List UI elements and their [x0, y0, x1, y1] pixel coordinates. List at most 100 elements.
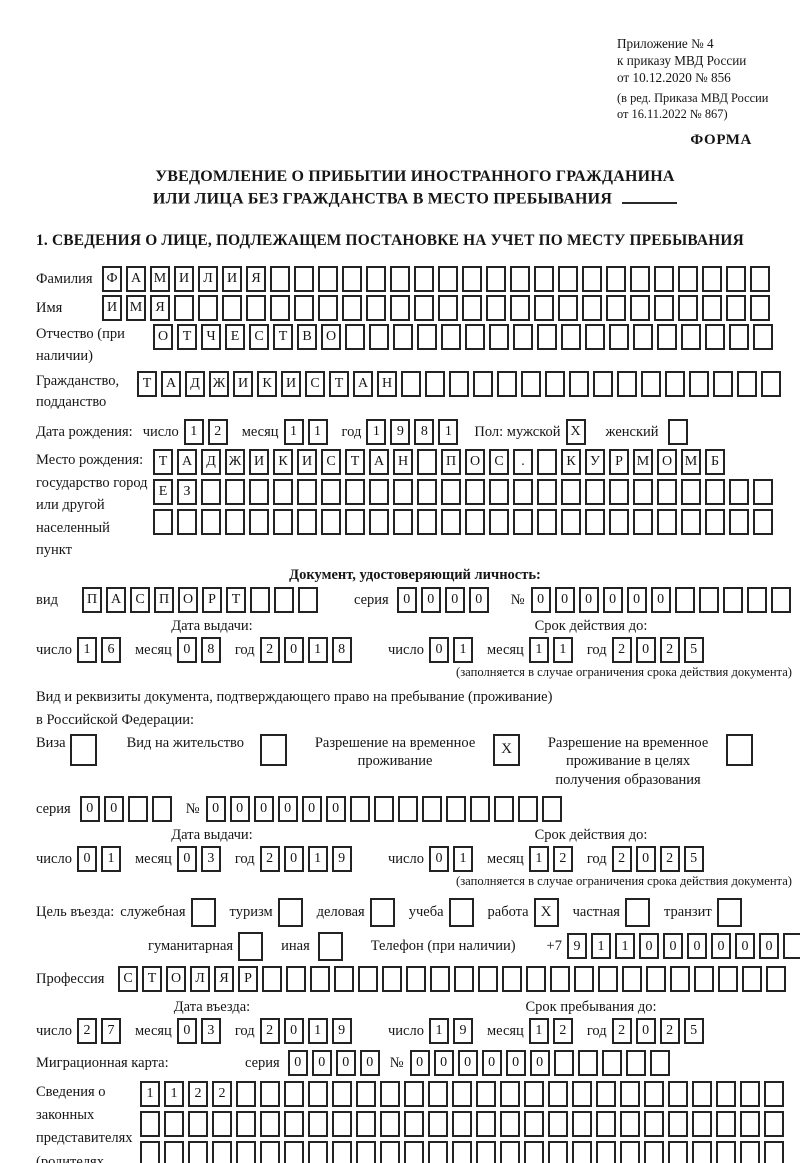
char-cell[interactable]: 1 — [307, 636, 328, 663]
char-cell[interactable]: И — [281, 370, 301, 397]
char-cell[interactable] — [448, 897, 474, 927]
char-cell[interactable] — [421, 796, 442, 823]
char-cell[interactable] — [284, 1081, 304, 1108]
char-cell[interactable] — [753, 324, 773, 351]
char-cell[interactable] — [465, 509, 485, 536]
char-cell[interactable] — [425, 370, 445, 397]
char-cell[interactable]: 0 — [505, 1050, 526, 1077]
char-cell[interactable] — [649, 1050, 670, 1077]
char-cell[interactable] — [478, 965, 498, 992]
char-cell[interactable] — [609, 324, 629, 351]
char-cell[interactable] — [668, 1111, 688, 1138]
char-cell[interactable]: Д — [185, 370, 205, 397]
char-cell[interactable]: 2 — [659, 1018, 680, 1045]
char-cell[interactable]: 0 — [311, 1050, 332, 1077]
char-cell[interactable]: 1 — [552, 636, 573, 663]
char-cell[interactable] — [373, 796, 394, 823]
char-cell[interactable]: 0 — [420, 586, 441, 613]
char-cell[interactable] — [502, 965, 522, 992]
char-cell[interactable] — [609, 479, 629, 506]
char-cell[interactable] — [382, 965, 402, 992]
char-cell[interactable] — [250, 586, 270, 613]
char-cell[interactable] — [561, 324, 581, 351]
char-cell[interactable]: 9 — [566, 933, 587, 960]
char-cell[interactable] — [212, 1111, 232, 1138]
char-cell[interactable] — [713, 370, 733, 397]
char-cell[interactable]: 2 — [659, 846, 680, 873]
char-cell[interactable]: 1 — [307, 1018, 328, 1045]
char-cell[interactable] — [417, 509, 437, 536]
char-cell[interactable] — [718, 965, 738, 992]
char-cell[interactable] — [766, 965, 786, 992]
char-cell[interactable]: 0 — [396, 586, 417, 613]
char-cell[interactable] — [681, 324, 701, 351]
char-cell[interactable]: 1 — [140, 1081, 160, 1108]
char-cell[interactable] — [513, 509, 533, 536]
char-cell[interactable]: Е — [153, 479, 173, 506]
char-cell[interactable] — [705, 324, 725, 351]
char-cell[interactable] — [417, 324, 437, 351]
char-cell[interactable] — [620, 1111, 640, 1138]
char-cell[interactable] — [692, 1111, 712, 1138]
char-cell[interactable] — [380, 1141, 400, 1163]
char-cell[interactable]: Т — [226, 586, 246, 613]
char-cell[interactable] — [438, 295, 458, 322]
char-cell[interactable]: 1 — [438, 419, 459, 446]
char-cell[interactable]: 0 — [79, 796, 100, 823]
char-cell[interactable]: 3 — [200, 846, 221, 873]
char-cell[interactable]: 2 — [259, 1018, 280, 1045]
char-cell[interactable] — [521, 370, 541, 397]
char-cell[interactable]: 0 — [301, 796, 322, 823]
char-cell[interactable] — [342, 295, 362, 322]
char-cell[interactable] — [630, 266, 650, 293]
char-cell[interactable]: Е — [225, 324, 245, 351]
char-cell[interactable] — [493, 796, 514, 823]
char-cell[interactable] — [201, 479, 221, 506]
char-cell[interactable] — [670, 965, 690, 992]
char-cell[interactable] — [274, 586, 294, 613]
char-cell[interactable] — [585, 479, 605, 506]
char-cell[interactable] — [681, 509, 701, 536]
char-cell[interactable]: Т — [177, 324, 197, 351]
char-cell[interactable] — [716, 1081, 736, 1108]
char-cell[interactable] — [513, 479, 533, 506]
char-cell[interactable] — [452, 1141, 472, 1163]
char-cell[interactable]: 0 — [602, 586, 623, 613]
char-cell[interactable] — [500, 1111, 520, 1138]
char-cell[interactable] — [236, 1081, 256, 1108]
char-cell[interactable] — [574, 965, 594, 992]
char-cell[interactable] — [500, 1081, 520, 1108]
char-cell[interactable]: А — [369, 449, 389, 476]
char-cell[interactable] — [729, 509, 749, 536]
char-cell[interactable] — [153, 509, 173, 536]
char-cell[interactable]: С — [130, 586, 150, 613]
char-cell[interactable] — [764, 1141, 784, 1163]
char-cell[interactable]: Т — [345, 449, 365, 476]
char-cell[interactable] — [356, 1141, 376, 1163]
char-cell[interactable]: 0 — [335, 1050, 356, 1077]
char-cell[interactable]: Л — [190, 965, 210, 992]
char-cell[interactable]: 1 — [528, 1018, 549, 1045]
char-cell[interactable]: З — [177, 479, 197, 506]
char-cell[interactable]: X — [533, 897, 559, 927]
char-cell[interactable] — [561, 509, 581, 536]
char-cell[interactable] — [782, 933, 800, 960]
char-cell[interactable]: 2 — [552, 1018, 573, 1045]
char-cell[interactable]: 0 — [277, 796, 298, 823]
char-cell[interactable]: И — [297, 449, 317, 476]
char-cell[interactable] — [297, 509, 317, 536]
char-cell[interactable]: Т — [153, 449, 173, 476]
char-cell[interactable] — [212, 1141, 232, 1163]
char-cell[interactable] — [606, 295, 626, 322]
char-cell[interactable] — [249, 509, 269, 536]
char-cell[interactable]: 9 — [331, 1018, 352, 1045]
char-cell[interactable] — [428, 1141, 448, 1163]
char-cell[interactable]: Т — [273, 324, 293, 351]
char-cell[interactable]: 5 — [683, 636, 704, 663]
char-cell[interactable]: О — [178, 586, 198, 613]
char-cell[interactable] — [537, 509, 557, 536]
char-cell[interactable] — [462, 295, 482, 322]
char-cell[interactable] — [524, 1081, 544, 1108]
char-cell[interactable] — [294, 295, 314, 322]
char-cell[interactable]: 2 — [611, 846, 632, 873]
